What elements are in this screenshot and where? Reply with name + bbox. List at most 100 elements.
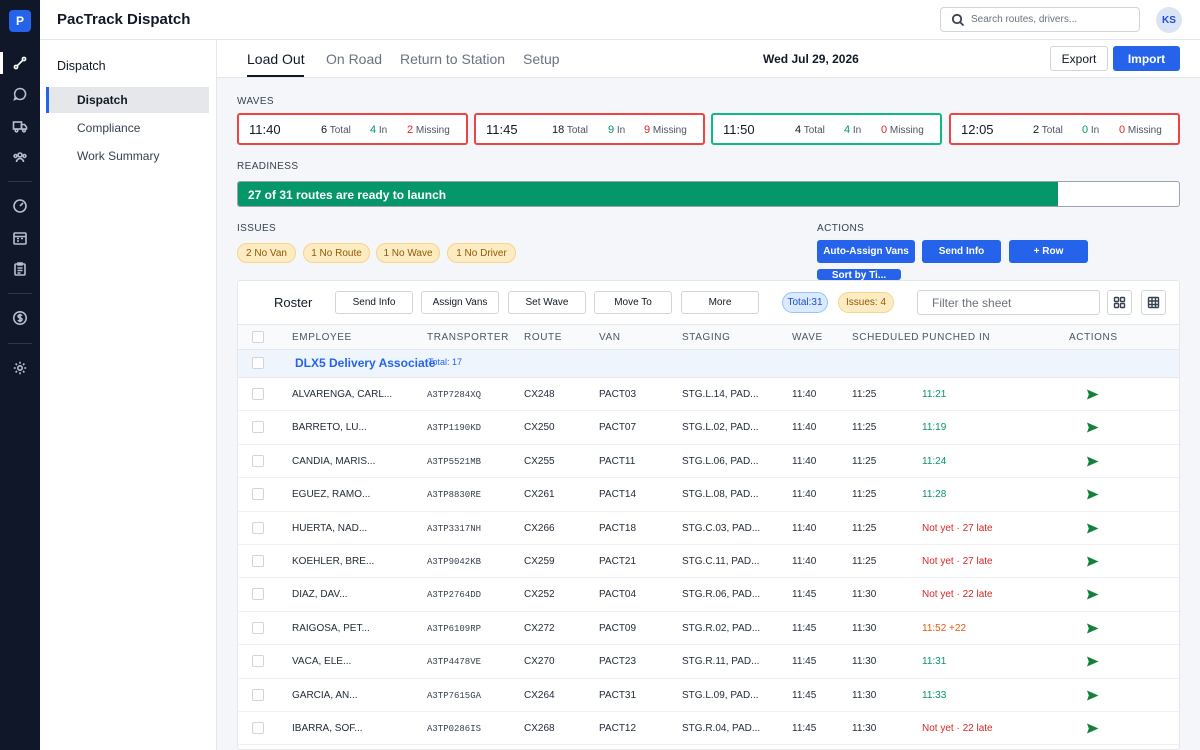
table-row[interactable]: CANDIA, MARIS... A3TP5521MB CX255 PACT11 STG… — [238, 445, 1179, 479]
send-icon[interactable] — [1086, 622, 1099, 635]
column-header[interactable]: ROUTE — [524, 332, 562, 343]
auto-assign-vans-button[interactable]: Auto-Assign Vans — [817, 240, 915, 263]
wave-card[interactable]: 11:40 6 Total 4 In 2 Missing — [237, 113, 468, 145]
column-header[interactable]: STAGING — [682, 332, 731, 343]
table-row[interactable]: DIAZ, DAV... A3TP2764DD CX252 PACT04 STG.R.0… — [238, 578, 1179, 612]
grid-view-button[interactable] — [1107, 290, 1132, 315]
clipboard-icon[interactable] — [8, 257, 32, 281]
group-row[interactable]: DLX5 Delivery Associate Total: 17 — [238, 350, 1179, 378]
table-row[interactable]: VACA, ELE... A3TP4478VE CX270 PACT23 STG.R.1… — [238, 645, 1179, 679]
group-name[interactable]: DLX5 Delivery Associate — [295, 356, 436, 370]
roster-panel: Roster Send Info Assign Vans Set Wave Mo… — [237, 280, 1180, 750]
send-icon[interactable] — [1086, 455, 1099, 468]
calendar-icon[interactable] — [8, 226, 32, 250]
row-checkbox[interactable] — [252, 554, 264, 567]
select-all-checkbox[interactable] — [252, 331, 264, 343]
column-header[interactable]: PUNCHED IN — [922, 332, 991, 343]
sidebar-item-compliance[interactable]: Compliance — [77, 121, 141, 135]
row-checkbox[interactable] — [252, 655, 264, 668]
truck-icon[interactable] — [8, 114, 32, 138]
send-info-button[interactable]: Send Info — [922, 240, 1001, 263]
row-checkbox[interactable] — [252, 421, 264, 434]
wave-cell: 11:45 — [792, 722, 817, 734]
send-icon[interactable] — [1086, 421, 1099, 434]
column-header[interactable]: TRANSPORTER — [427, 332, 509, 343]
tab-on-road[interactable]: On Road — [326, 51, 383, 67]
roster-assign-vans-button[interactable]: Assign Vans — [421, 291, 499, 314]
dollar-icon[interactable] — [8, 306, 32, 330]
wave-in: 4 In — [370, 124, 388, 136]
issue-pill[interactable]: 1 No Wave — [376, 243, 440, 263]
table-row[interactable]: IBARRA, SOF... A3TP0286IS CX268 PACT12 STG.R… — [238, 712, 1179, 746]
issue-pill[interactable]: 2 No Van — [237, 243, 296, 263]
row-checkbox[interactable] — [252, 721, 264, 734]
app-logo[interactable]: P — [9, 10, 31, 32]
issue-pill[interactable]: 1 No Route — [303, 243, 370, 263]
table-row[interactable]: ALVARENGA, CARL... A3TP7284XQ CX248 PACT03 S… — [238, 378, 1179, 412]
row-checkbox[interactable] — [252, 488, 264, 501]
send-icon[interactable] — [1086, 522, 1099, 535]
column-header[interactable]: EMPLOYEE — [292, 332, 352, 343]
roster-send-info-button[interactable]: Send Info — [335, 291, 413, 314]
group-checkbox[interactable] — [252, 357, 264, 369]
send-icon[interactable] — [1086, 689, 1099, 702]
row-checkbox[interactable] — [252, 688, 264, 701]
tab-return-to-station[interactable]: Return to Station — [400, 51, 506, 67]
issue-pill[interactable]: 1 No Driver — [447, 243, 516, 263]
send-icon[interactable] — [1086, 588, 1099, 601]
row-checkbox[interactable] — [252, 521, 264, 534]
send-icon[interactable] — [1086, 722, 1099, 735]
employee-cell: EGUEZ, RAMO... — [292, 489, 371, 501]
punched-in-cell: 11:31 — [922, 656, 947, 668]
team-icon[interactable] — [8, 145, 32, 169]
send-icon[interactable] — [1086, 555, 1099, 568]
import-button[interactable]: Import — [1113, 46, 1180, 71]
search-input[interactable] — [971, 11, 1131, 28]
sort-button[interactable]: Sort by Ti... — [817, 269, 901, 280]
column-header[interactable]: VAN — [599, 332, 621, 343]
employee-cell: HUERTA, NAD... — [292, 522, 368, 534]
roster-set-wave-button[interactable]: Set Wave — [508, 291, 586, 314]
wave-card[interactable]: 11:50 4 Total 4 In 0 Missing — [711, 113, 942, 145]
row-checkbox[interactable] — [252, 621, 264, 634]
wave-card[interactable]: 11:45 18 Total 9 In 9 Missing — [474, 113, 705, 145]
send-icon[interactable] — [1086, 488, 1099, 501]
column-header[interactable]: WAVE — [792, 332, 823, 343]
global-search[interactable] — [940, 7, 1140, 32]
roster-move-to-button[interactable]: Move To — [594, 291, 672, 314]
wave-total: 18 Total — [552, 124, 588, 136]
wave-card[interactable]: 12:05 2 Total 0 In 0 Missing — [949, 113, 1180, 145]
roster-more-button[interactable]: More — [681, 291, 759, 314]
column-header[interactable]: SCHEDULED — [852, 332, 920, 343]
tab-load-out[interactable]: Load Out — [247, 51, 305, 67]
table-row[interactable]: EGUEZ, RAMO... A3TP8830RE CX261 PACT14 STG.L… — [238, 478, 1179, 512]
add-row-button[interactable]: + Row — [1009, 240, 1088, 263]
settings-icon[interactable] — [8, 356, 32, 380]
route-cell: CX272 — [524, 622, 555, 634]
wave-cell: 11:40 — [792, 455, 817, 467]
send-icon[interactable] — [1086, 655, 1099, 668]
grid-icon — [1113, 296, 1126, 309]
messages-icon[interactable] — [8, 82, 32, 106]
filter-input[interactable] — [917, 290, 1100, 315]
table-row[interactable]: KOEHLER, BRE... A3TP9042KB CX259 PACT21 STG.… — [238, 545, 1179, 579]
dispatch-icon[interactable] — [8, 51, 32, 75]
table-row[interactable]: RAIGOSA, PET... A3TP6109RP CX272 PACT09 STG.… — [238, 612, 1179, 646]
table-row[interactable]: GARCIA, AN... A3TP7615GA CX264 PACT31 STG.L.… — [238, 679, 1179, 712]
tab-setup[interactable]: Setup — [523, 51, 560, 67]
wave-in: 0 In — [1082, 124, 1100, 136]
sidebar-item-dispatch[interactable]: Dispatch — [46, 87, 209, 113]
row-checkbox[interactable] — [252, 388, 264, 400]
speedometer-icon[interactable] — [8, 194, 32, 218]
row-checkbox[interactable] — [252, 454, 264, 467]
issues-badge[interactable]: Issues: 4 — [838, 292, 894, 313]
row-checkbox[interactable] — [252, 588, 264, 601]
table-view-button[interactable] — [1141, 290, 1166, 315]
table-row[interactable]: BARRETO, LU... A3TP1190KD CX250 PACT07 STG.L… — [238, 411, 1179, 445]
export-button[interactable]: Export — [1050, 46, 1108, 71]
sidebar-item-work-summary[interactable]: Work Summary — [77, 149, 160, 163]
transporter-cell: A3TP6109RP — [427, 623, 482, 634]
send-icon[interactable] — [1086, 388, 1099, 401]
table-row[interactable]: HUERTA, NAD... A3TP3317NH CX266 PACT18 STG.C… — [238, 512, 1179, 545]
user-avatar[interactable]: KS — [1156, 7, 1182, 33]
